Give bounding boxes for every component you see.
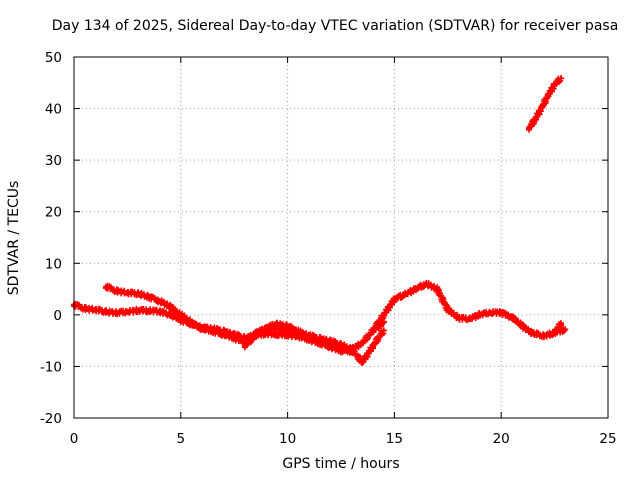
- grid-lines: [74, 57, 608, 418]
- y-tick-label: 40: [45, 102, 62, 118]
- y-tick-label: -20: [40, 411, 62, 427]
- y-tick-label: 0: [53, 308, 62, 324]
- x-tick-label: 15: [386, 431, 403, 447]
- marker-cluster: [219, 330, 237, 342]
- y-tick-label: 50: [45, 50, 62, 66]
- marker-cluster: [262, 329, 279, 339]
- x-tick-label: 20: [493, 431, 510, 447]
- x-tick-label: 10: [279, 431, 296, 447]
- marker-cluster: [253, 324, 269, 340]
- marker-cluster: [544, 82, 558, 99]
- marker-cluster: [433, 286, 451, 314]
- marker-cluster: [145, 292, 161, 306]
- x-tick-label: 0: [70, 431, 79, 447]
- y-tick-label: 30: [45, 153, 62, 169]
- series-track-c: [241, 319, 355, 356]
- marker-cluster: [380, 295, 398, 319]
- marker-cluster: [456, 313, 473, 324]
- data-series: [71, 75, 569, 366]
- marker-cluster: [146, 306, 162, 316]
- series-track-e: [525, 75, 565, 133]
- marker-cluster: [167, 310, 183, 324]
- x-tick-label: 5: [177, 431, 186, 447]
- x-axis-label: GPS time / hours: [282, 456, 400, 472]
- y-tick-label: 10: [45, 256, 62, 272]
- axis-ticks: 0 5 10 15 20 25 -20 -10 0 10 20 30 40 50: [40, 50, 617, 447]
- x-tick-label: 25: [599, 431, 616, 447]
- series-track-f: [549, 320, 565, 338]
- marker-cluster: [134, 305, 151, 316]
- marker-cluster: [526, 115, 539, 133]
- marker-cluster: [82, 304, 99, 314]
- marker-cluster: [369, 327, 387, 351]
- y-tick-label: 20: [45, 205, 62, 221]
- marker-cluster: [553, 321, 565, 334]
- marker-cluster: [123, 305, 140, 316]
- plot-frame: [73, 56, 609, 419]
- y-tick-label: -10: [40, 359, 62, 375]
- marker-cluster: [338, 343, 354, 356]
- marker-cluster: [358, 342, 376, 366]
- marker-cluster: [445, 305, 461, 321]
- marker-cluster: [550, 75, 565, 89]
- series-track-d: [370, 280, 569, 341]
- marker-cluster: [532, 105, 545, 123]
- marker-cluster: [114, 286, 131, 297]
- chart-title: Day 134 of 2025, Sidereal Day-to-day VTE…: [51, 18, 619, 34]
